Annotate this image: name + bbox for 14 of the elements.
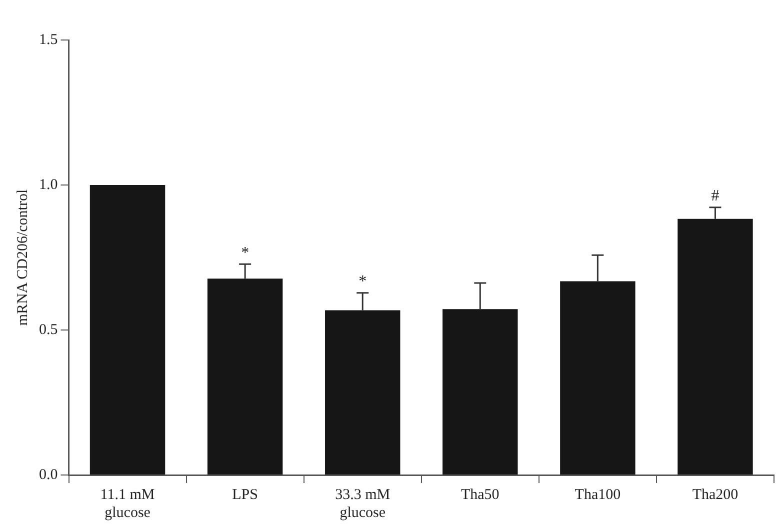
x-tick-label: Tha50 [460,486,500,503]
x-tick-label: Tha200 [692,486,738,503]
x-tick-label: 11.1 mM glucose [100,486,155,521]
y-tick-label: 0.5 [39,322,58,338]
x-tick-label: Tha100 [574,486,621,503]
y-tick-label: 0.0 [39,466,58,483]
x-tick-label: 33.3 mM glucose [335,486,390,521]
y-tick-label: 1.0 [39,176,58,193]
y-tick-label: 1.5 [39,32,58,48]
annotation: # [711,188,720,205]
annotation: * [358,273,367,290]
y-axis-title: mRNA CD206/control [14,189,31,326]
x-tick-label: LPS [232,486,258,503]
annotation: * [241,244,250,262]
